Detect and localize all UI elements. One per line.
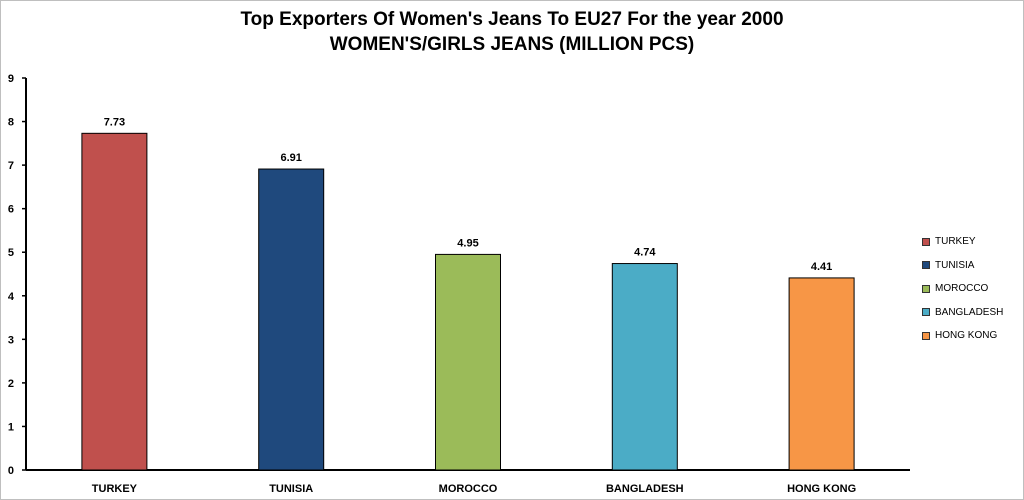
data-label: 4.41 [811,261,832,273]
x-tick-label: BANGLADESH [606,483,684,495]
bar [81,132,148,471]
bar [611,263,678,471]
y-tick-label: 4 [8,291,15,303]
legend-swatch [922,308,930,317]
legend-item: TURKEY [922,230,1003,254]
data-label: 4.74 [634,247,656,259]
legend-swatch [922,261,930,270]
y-tick-label: 8 [8,117,14,129]
chart-title-block: Top Exporters Of Women's Jeans To EU27 F… [0,7,1024,57]
legend-label: HONG KONG [935,330,998,342]
y-tick-label: 5 [8,247,14,259]
chart-title: Top Exporters Of Women's Jeans To EU27 F… [240,9,784,30]
x-tick-label: HONG KONG [787,483,856,495]
y-tick-label: 2 [8,378,14,390]
data-label: 4.95 [457,237,478,249]
chart-subtitle: WOMEN'S/GIRLS JEANS (MILLION PCS) [329,34,695,55]
legend-label: TURKEY [935,236,976,248]
legend-item: MOROCCO [922,277,1003,301]
legend-swatch [922,237,930,246]
data-label: 6.91 [280,152,301,164]
legend-item: BANGLADESH [922,301,1003,325]
x-tick-label: TURKEY [92,483,138,495]
legend-label: MOROCCO [935,283,989,295]
y-tick-label: 9 [8,73,14,85]
y-tick-label: 3 [8,334,14,346]
y-tick-label: 7 [8,160,14,172]
x-tick-label: MOROCCO [439,483,498,495]
y-tick-label: 1 [8,421,14,433]
bar [258,168,325,471]
legend-label: TUNISIA [935,259,975,271]
y-tick-label: 6 [8,204,14,216]
legend-item: TUNISIA [922,254,1003,278]
legend-label: BANGLADESH [935,306,1004,318]
legend-swatch [922,331,930,340]
x-tick-label: TUNISIA [269,483,313,495]
legend-item: HONG KONG [922,324,1003,348]
chart-legend: TURKEY TUNISIA MOROCCO BANGLADESH HONG KONG [922,230,1003,348]
data-label: 7.73 [104,116,125,128]
bar [435,253,501,471]
y-tick-label: 0 [8,465,14,477]
legend-swatch [922,284,930,293]
bar [788,277,855,471]
